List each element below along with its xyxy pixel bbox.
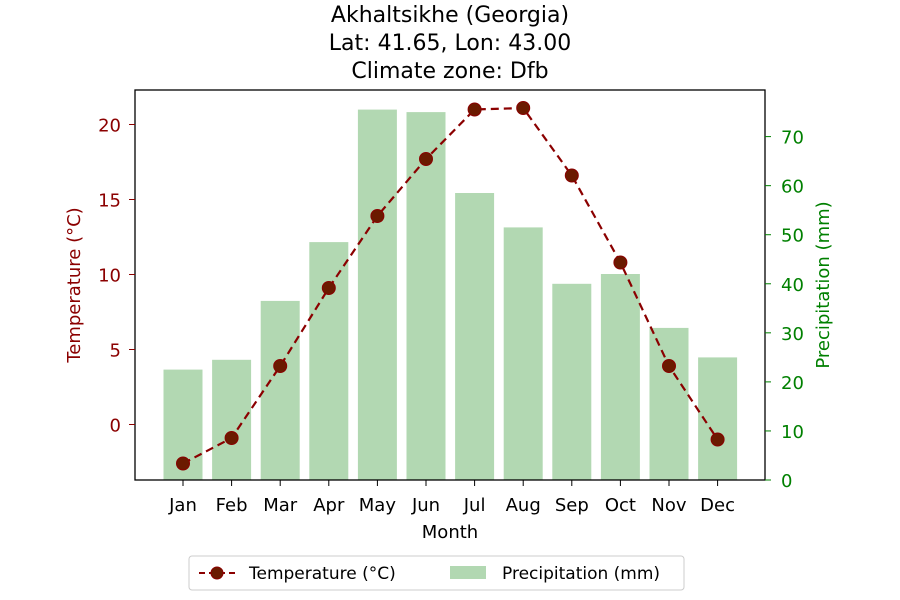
x-axis-label: Month bbox=[422, 522, 478, 543]
y-tick-label-right: 10 bbox=[781, 422, 804, 443]
y-tick-label-left: 5 bbox=[110, 341, 121, 362]
y-tick-label-right: 50 bbox=[781, 226, 804, 247]
temperature-point bbox=[467, 102, 482, 117]
precipitation-bar bbox=[649, 327, 689, 480]
x-tick-label: Sep bbox=[555, 495, 589, 516]
temperature-point bbox=[176, 456, 190, 471]
temperature-point bbox=[273, 359, 288, 373]
legend: Temperature (°C) Precipitation (mm) bbox=[188, 555, 685, 591]
temperature-point bbox=[710, 432, 725, 447]
legend-box bbox=[188, 555, 685, 591]
x-tick-label: Jan bbox=[168, 495, 197, 516]
x-tick-label: Feb bbox=[216, 495, 248, 516]
temperature-point bbox=[613, 255, 628, 270]
temperature-point bbox=[662, 359, 676, 373]
precipitation-bar bbox=[406, 112, 446, 480]
y-tick-label-right: 30 bbox=[781, 324, 804, 345]
temperature-point bbox=[564, 168, 579, 183]
x-tick-label: Jun bbox=[411, 495, 440, 516]
temperature-series-line bbox=[182, 106, 719, 465]
precipitation-bars bbox=[163, 109, 738, 480]
y-tick-label-left: 0 bbox=[110, 416, 121, 437]
legend-bar-swatch bbox=[450, 566, 486, 579]
precipitation-bar bbox=[503, 227, 543, 480]
y-tick-label-left: 10 bbox=[98, 266, 121, 287]
y-tick-label-left: 15 bbox=[98, 191, 121, 212]
x-tick-label: May bbox=[359, 495, 397, 516]
y-tick-label-right: 60 bbox=[781, 177, 804, 198]
title-line-1: Akhaltsikhe (Georgia) bbox=[331, 3, 569, 28]
x-tick-label: Nov bbox=[651, 495, 686, 516]
x-tick-label: Apr bbox=[313, 495, 345, 516]
left-y-axis: 0 5 10 15 20 bbox=[98, 116, 135, 437]
x-tick-label: Oct bbox=[605, 495, 636, 516]
y-tick-label-left: 20 bbox=[98, 116, 121, 137]
right-y-axis: 0 10 20 30 40 50 60 70 bbox=[765, 128, 804, 492]
precipitation-bar bbox=[260, 300, 300, 480]
x-tick-label: Aug bbox=[506, 495, 541, 516]
y-tick-label-right: 20 bbox=[781, 373, 804, 394]
y-tick-label-right: 0 bbox=[781, 471, 792, 492]
title-line-2: Lat: 41.65, Lon: 43.00 bbox=[329, 31, 571, 56]
temperature-point bbox=[516, 101, 531, 115]
temperature-line bbox=[176, 101, 725, 471]
temperature-point bbox=[224, 431, 239, 445]
precipitation-bar bbox=[552, 283, 592, 480]
temperature-point bbox=[419, 152, 433, 166]
precipitation-bar bbox=[455, 193, 495, 480]
y-tick-label-right: 40 bbox=[781, 275, 804, 296]
title-line-3: Climate zone: Dfb bbox=[351, 59, 548, 84]
precipitation-bar bbox=[357, 109, 397, 480]
temperature-point bbox=[370, 209, 385, 223]
legend-label-precipitation: Precipitation (mm) bbox=[502, 564, 660, 584]
y-axis-label-left: Temperature (°C) bbox=[64, 207, 85, 363]
x-axis: Jan Feb Mar Apr May Jun Jul Aug Sep Oct Nov Dec bbox=[168, 480, 735, 516]
plot-frame bbox=[134, 89, 766, 481]
y-axis-label-right: Precipitation (mm) bbox=[813, 201, 834, 368]
temperature-point bbox=[321, 281, 336, 295]
y-tick-label-right: 70 bbox=[781, 128, 804, 149]
legend-marker-swatch bbox=[210, 566, 224, 580]
precipitation-bar bbox=[212, 359, 252, 480]
x-tick-label: Dec bbox=[700, 495, 735, 516]
x-tick-label: Jul bbox=[463, 495, 486, 516]
legend-label-temperature: Temperature (°C) bbox=[248, 564, 396, 584]
precipitation-bar bbox=[600, 274, 640, 480]
x-tick-label: Mar bbox=[263, 495, 298, 516]
precipitation-bar bbox=[309, 242, 349, 480]
chart-title: Akhaltsikhe (Georgia) Lat: 41.65, Lon: 4… bbox=[329, 3, 571, 84]
